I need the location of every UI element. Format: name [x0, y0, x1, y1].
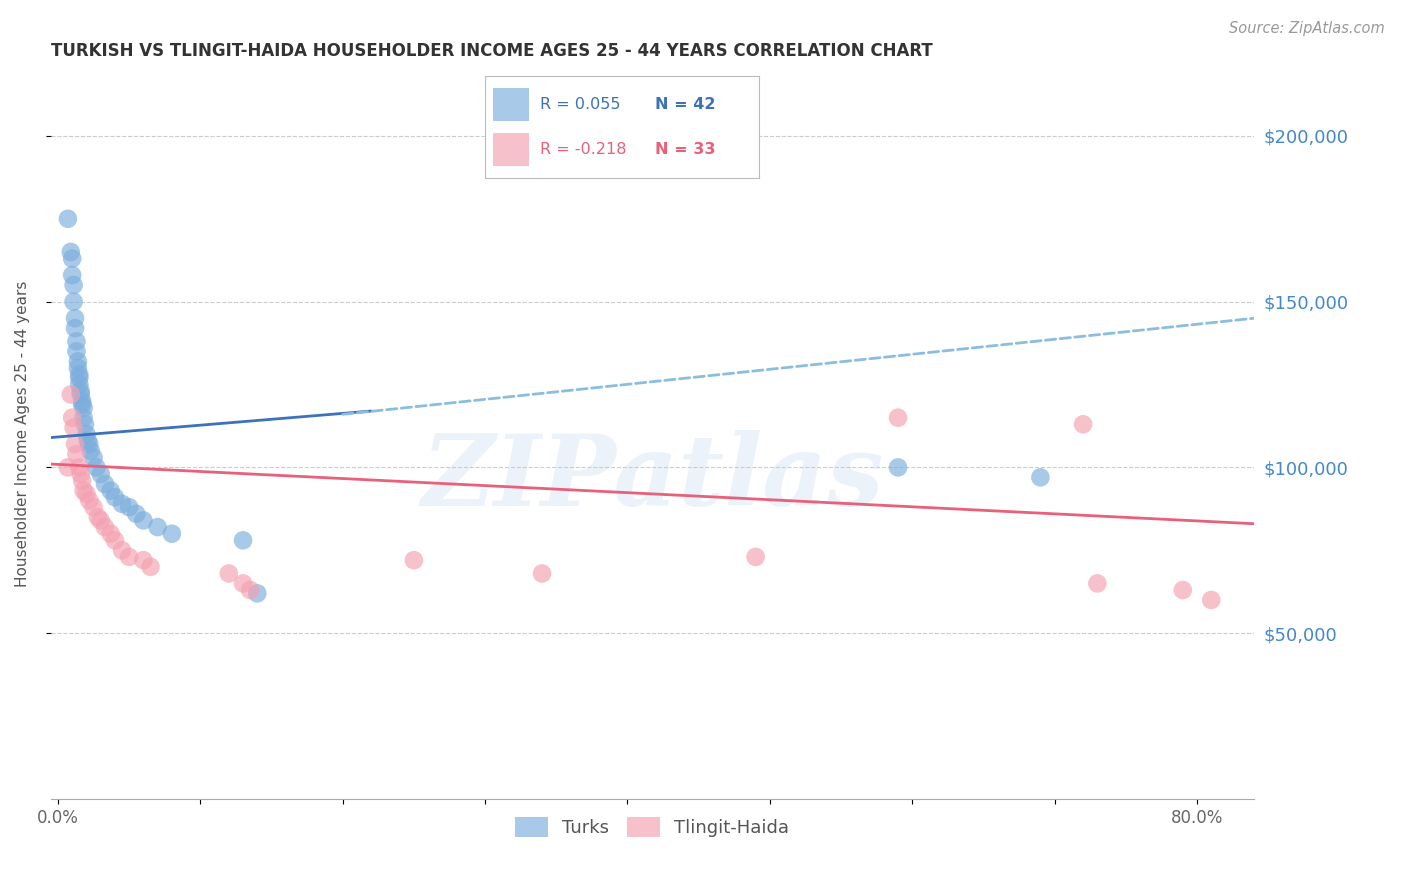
Point — [239, 582, 262, 597]
Point — [104, 533, 127, 548]
Point — [100, 526, 122, 541]
Point — [70, 474, 93, 488]
Y-axis label: Householder Income Ages 25 - 44 years: Householder Income Ages 25 - 44 years — [15, 281, 30, 588]
Point — [70, 397, 93, 411]
Text: ZIPatlas: ZIPatlas — [422, 430, 883, 526]
Point — [75, 427, 97, 442]
Point — [1029, 470, 1052, 484]
Text: N = 42: N = 42 — [655, 97, 716, 112]
Point — [146, 520, 169, 534]
Point — [87, 510, 110, 524]
Point — [94, 520, 117, 534]
Point — [59, 244, 82, 259]
Point — [1171, 582, 1194, 597]
Point — [232, 533, 254, 548]
Point — [104, 490, 127, 504]
Point — [402, 553, 425, 567]
Text: Source: ZipAtlas.com: Source: ZipAtlas.com — [1229, 21, 1385, 36]
Point — [83, 500, 105, 515]
Point — [744, 549, 766, 564]
Point — [62, 420, 84, 434]
Point — [1199, 593, 1222, 607]
Point — [90, 467, 112, 481]
Point — [125, 507, 148, 521]
Point — [69, 384, 91, 399]
Point — [67, 460, 90, 475]
Text: R = 0.055: R = 0.055 — [540, 97, 620, 112]
Point — [80, 443, 103, 458]
Point — [56, 211, 79, 226]
Point — [63, 321, 86, 335]
Point — [72, 483, 94, 498]
Point — [66, 354, 89, 368]
Point — [65, 334, 87, 349]
Point — [160, 526, 183, 541]
Point — [70, 394, 93, 409]
Point — [132, 553, 155, 567]
Point — [77, 437, 100, 451]
Point — [59, 387, 82, 401]
Point — [67, 368, 90, 382]
Text: N = 33: N = 33 — [655, 142, 716, 157]
Point — [111, 543, 134, 558]
Point — [63, 311, 86, 326]
Text: R = -0.218: R = -0.218 — [540, 142, 627, 157]
Point — [62, 294, 84, 309]
Point — [887, 410, 910, 425]
Legend: Turks, Tlingit-Haida: Turks, Tlingit-Haida — [508, 810, 797, 845]
Point — [67, 371, 90, 385]
Point — [60, 268, 83, 282]
Point — [77, 493, 100, 508]
Point — [72, 401, 94, 415]
Point — [83, 450, 105, 465]
Point — [246, 586, 269, 600]
Point — [69, 387, 91, 401]
Point — [1071, 417, 1094, 432]
Point — [118, 500, 141, 515]
Point — [90, 513, 112, 527]
Point — [69, 467, 91, 481]
Point — [62, 278, 84, 293]
Point — [94, 477, 117, 491]
Point — [118, 549, 141, 564]
Point — [139, 559, 162, 574]
Point — [56, 460, 79, 475]
Point — [887, 460, 910, 475]
Point — [72, 410, 94, 425]
Point — [531, 566, 554, 581]
Bar — [494, 88, 529, 121]
Point — [73, 417, 96, 432]
Point — [65, 344, 87, 359]
Point — [100, 483, 122, 498]
Point — [67, 377, 90, 392]
Point — [232, 576, 254, 591]
Bar — [494, 133, 529, 166]
Point — [218, 566, 240, 581]
Point — [60, 410, 83, 425]
Point — [1085, 576, 1108, 591]
Point — [66, 361, 89, 376]
Point — [65, 447, 87, 461]
Point — [60, 252, 83, 266]
Text: TURKISH VS TLINGIT-HAIDA HOUSEHOLDER INCOME AGES 25 - 44 YEARS CORRELATION CHART: TURKISH VS TLINGIT-HAIDA HOUSEHOLDER INC… — [51, 42, 932, 60]
Point — [63, 437, 86, 451]
Point — [76, 434, 98, 448]
Point — [111, 497, 134, 511]
Point — [86, 460, 108, 475]
Point — [75, 487, 97, 501]
Point — [132, 513, 155, 527]
